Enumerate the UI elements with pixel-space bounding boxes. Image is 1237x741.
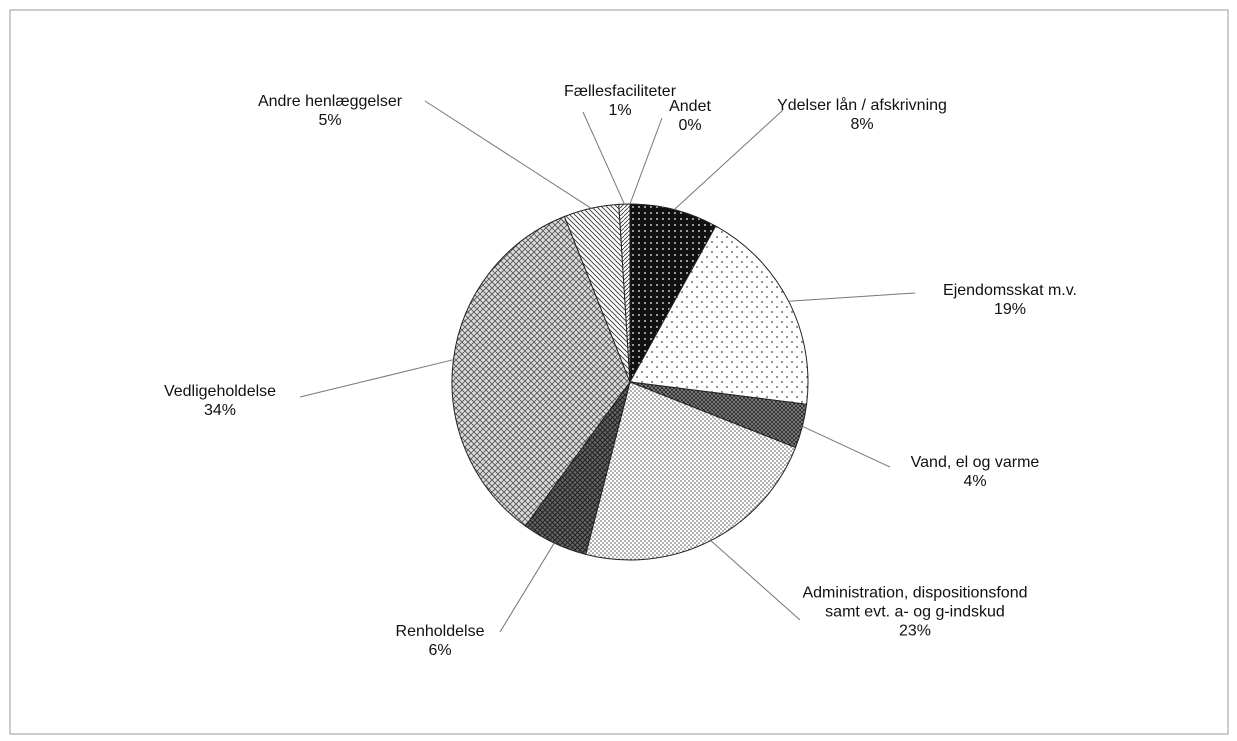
category-label: Renholdelse	[395, 623, 485, 640]
value-label: 4%	[963, 473, 987, 490]
category-label: Vedligeholdelse	[163, 383, 277, 400]
slice-label: Ydelser lån / afskrivning 8%	[737, 96, 987, 134]
slice-label: Ejendomsskat m.v. 19%	[885, 281, 1135, 319]
category-label: Andre henlæggelser	[257, 93, 403, 110]
category-label: Ydelser lån / afskrivning	[777, 97, 947, 114]
leader-line	[299, 359, 454, 398]
chart-frame	[9, 9, 1229, 735]
leader-line	[673, 109, 784, 210]
slice-label: Fællesfaciliteter 1%	[495, 82, 745, 120]
slice-label: Vand, el og varme 4%	[850, 453, 1100, 491]
pie-slice	[585, 381, 797, 561]
value-label: 0%	[678, 117, 702, 134]
slice-label: Administration, dispositionsfond samt ev…	[795, 584, 1035, 641]
value-label: 5%	[318, 112, 342, 129]
category-label: Ejendomsskat m.v.	[943, 282, 1077, 299]
leader-line	[629, 117, 663, 205]
category-label: Administration, dispositionsfond samt ev…	[802, 584, 1028, 621]
value-label: 1%	[608, 102, 632, 119]
category-label: Andet	[669, 98, 711, 115]
category-label: Fællesfaciliteter	[563, 83, 677, 100]
slice-label: Renholdelse 6%	[315, 622, 565, 660]
leader-line	[802, 425, 891, 468]
value-label: 6%	[428, 642, 452, 659]
category-label: Vand, el og varme	[910, 454, 1040, 471]
leader-line	[424, 100, 592, 209]
value-label: 19%	[993, 301, 1027, 318]
slice-label: Andet 0%	[565, 97, 815, 135]
pie-slice	[629, 225, 809, 405]
value-label: 34%	[203, 402, 237, 419]
leader-line	[582, 111, 625, 205]
leader-line	[788, 292, 916, 302]
slice-label: Andre henlæggelser 5%	[205, 92, 455, 130]
pie-slice	[629, 203, 717, 383]
value-label: 8%	[850, 116, 874, 133]
leader-line	[499, 542, 555, 633]
leader-line	[710, 540, 801, 621]
value-label: 23%	[898, 622, 932, 640]
slice-label: Vedligeholdelse 34%	[95, 382, 345, 420]
pie-slice	[451, 215, 631, 527]
